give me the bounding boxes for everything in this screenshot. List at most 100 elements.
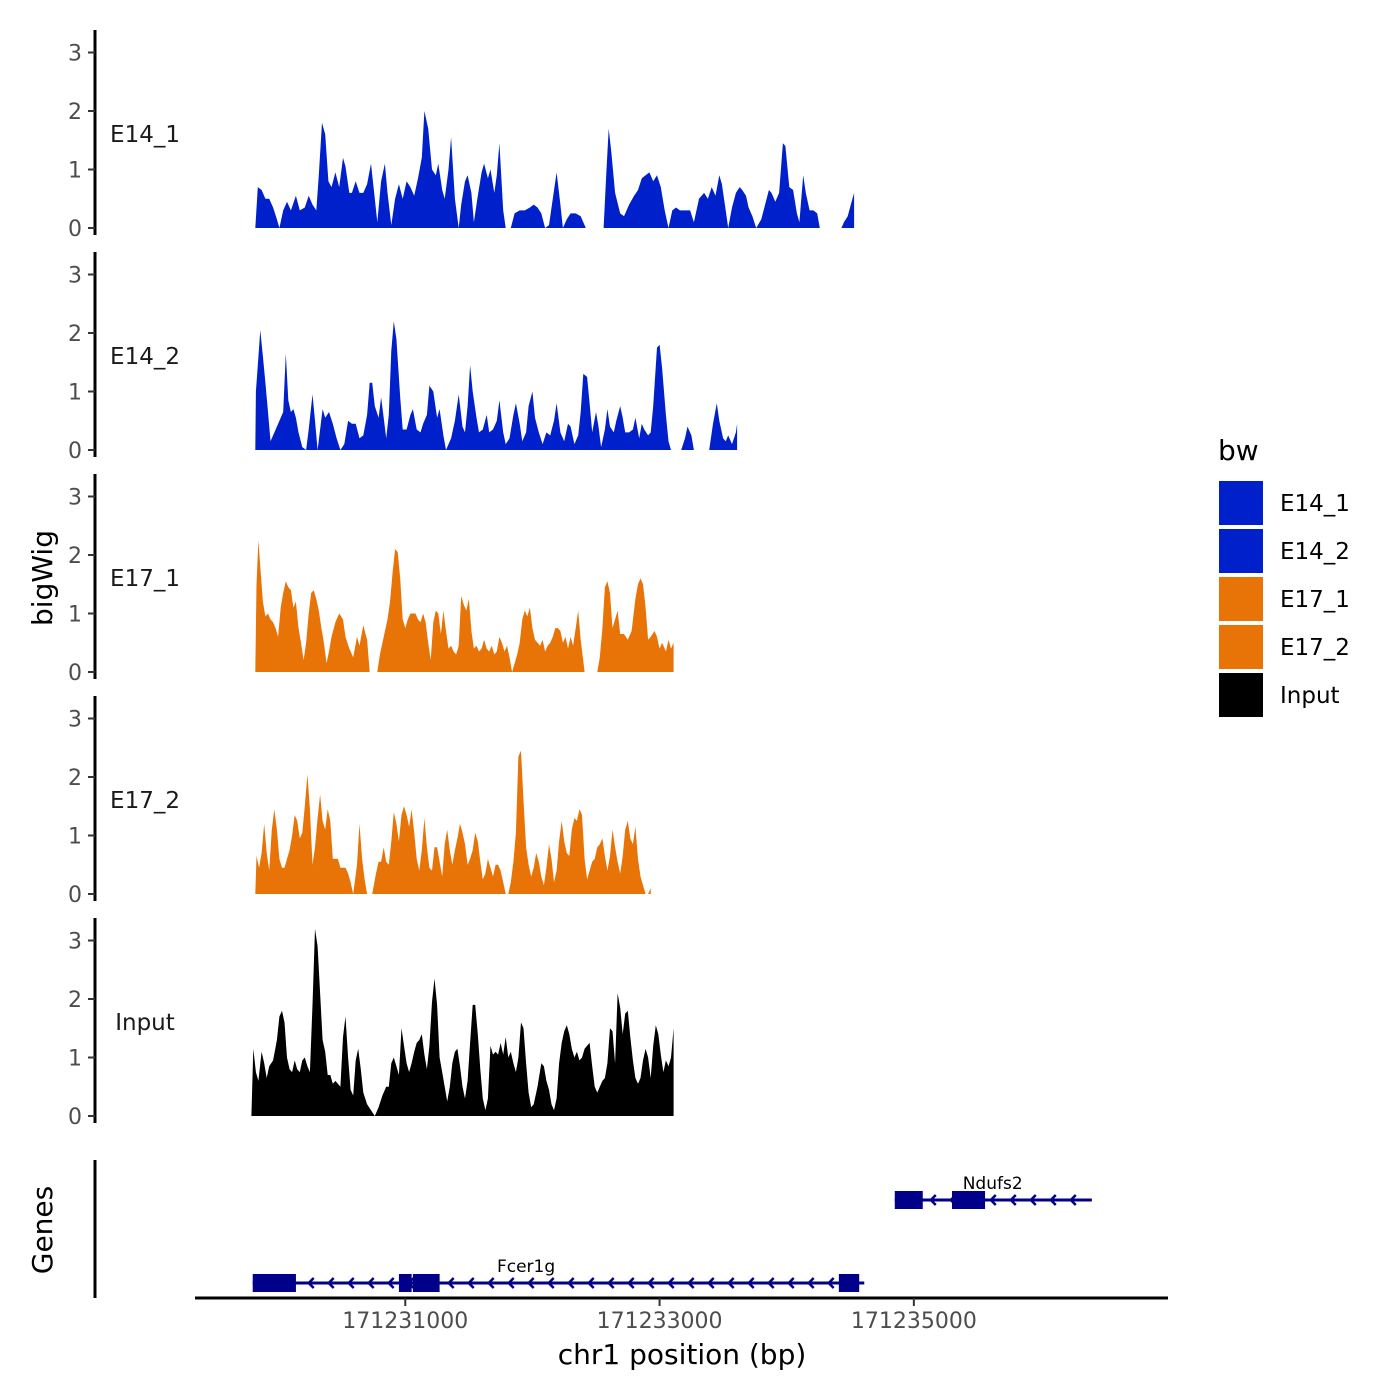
gene-exon [952, 1191, 986, 1209]
legend-label: Input [1280, 683, 1340, 709]
coverage-area [372, 806, 506, 894]
y-tick-label: 0 [68, 661, 82, 686]
coverage-tracks: 0 1 2 3 E14_1 0 1 2 3 E14_2 0 1 2 3 E17_1 0 1 2 3 E17_2 0 1 2 3… [68, 30, 855, 1130]
coverage-area [510, 204, 546, 228]
coverage-area [255, 187, 280, 228]
x-tick-label: 171231000 [342, 1309, 468, 1334]
coverage-area [317, 409, 341, 450]
coverage-area [681, 426, 694, 450]
strand-arrow-icon [1029, 1194, 1037, 1206]
y-tick-label: 3 [68, 264, 82, 289]
track-label: Input [115, 1010, 175, 1036]
coverage-area [279, 111, 459, 228]
track-panel-e17_1: 0 1 2 3 E17_1 [68, 474, 674, 686]
strand-arrow-icon [746, 1277, 755, 1289]
strand-arrow-icon [546, 1277, 555, 1289]
y-tick-label: 2 [68, 766, 82, 791]
y-tick-label: 0 [68, 439, 82, 464]
y-tick-label: 1 [68, 381, 82, 406]
y-tick-label: 1 [68, 603, 82, 628]
y-tick-label: 1 [68, 825, 82, 850]
coverage-area [728, 187, 757, 228]
y-axis-title: bigWig [26, 530, 59, 626]
track-panel-input: 0 1 2 3 Input [68, 918, 674, 1130]
coverage-area [377, 549, 513, 672]
legend-label: E17_2 [1280, 635, 1350, 661]
coverage-area [353, 823, 368, 894]
strand-arrow-icon [786, 1277, 795, 1289]
legend-label: E17_1 [1280, 587, 1350, 613]
x-axis-title: chr1 position (bp) [558, 1338, 807, 1371]
legend-swatch [1217, 479, 1265, 527]
track-panel-e14_2: 0 1 2 3 E14_2 [68, 252, 738, 464]
coverage-area [512, 607, 585, 672]
strand-arrow-icon [826, 1277, 835, 1289]
strand-arrow-icon [446, 1277, 455, 1289]
coverage-area [340, 321, 446, 450]
coverage-area [255, 330, 307, 450]
coverage-area [709, 403, 738, 450]
y-tick-label: 0 [68, 883, 82, 908]
track-label: E14_2 [110, 344, 180, 370]
coverage-area [545, 172, 563, 228]
legend-swatch [1217, 527, 1265, 575]
legend-label: E14_2 [1280, 539, 1350, 565]
y-tick-label: 2 [68, 100, 82, 125]
coverage-area [251, 928, 375, 1116]
strand-arrow-icon [346, 1277, 355, 1289]
coverage-area [255, 774, 354, 894]
legend-swatch [1217, 575, 1265, 623]
gene-ndufs2: Ndufs2 [894, 1174, 1092, 1209]
track-label: E17_2 [110, 788, 180, 814]
track-label: E14_1 [110, 122, 180, 148]
strand-arrow-icon [666, 1277, 675, 1289]
strand-arrow-icon [306, 1277, 315, 1289]
coverage-area [508, 750, 646, 894]
track-panel-e14_1: 0 1 2 3 E14_1 [68, 30, 855, 242]
gene-label: Fcer1g [497, 1257, 555, 1277]
y-tick-label: 3 [68, 486, 82, 511]
strand-arrow-icon [929, 1194, 937, 1206]
gene-fcer1g: Fcer1g [252, 1257, 865, 1292]
strand-arrow-icon [326, 1277, 335, 1289]
legend-title: bw [1218, 434, 1259, 467]
legend-label: E14_1 [1280, 491, 1350, 517]
y-tick-label: 0 [68, 217, 82, 242]
coverage-area [306, 394, 318, 450]
legend: bw E14_1 E14_2 E17_1 E17_2 Input [1217, 434, 1350, 719]
strand-arrow-icon [706, 1277, 715, 1289]
y-tick-label: 3 [68, 708, 82, 733]
legend-swatch [1217, 671, 1265, 719]
strand-arrow-icon [586, 1277, 595, 1289]
strand-arrow-icon [566, 1277, 575, 1289]
x-tick-label: 171235000 [851, 1309, 977, 1334]
y-tick-label: 2 [68, 322, 82, 347]
track-panel-e17_2: 0 1 2 3 E17_2 [68, 696, 651, 908]
strand-arrow-icon [366, 1277, 375, 1289]
strand-arrow-icon [1049, 1194, 1057, 1206]
strand-arrow-icon [766, 1277, 775, 1289]
strand-arrow-icon [726, 1277, 735, 1289]
strand-arrow-icon [466, 1277, 475, 1289]
strand-arrow-icon [686, 1277, 695, 1289]
strand-arrow-icon [606, 1277, 615, 1289]
track-label: E17_1 [110, 566, 180, 592]
coverage-area [446, 344, 671, 450]
x-tick-label: 171233000 [597, 1309, 723, 1334]
y-tick-label: 0 [68, 1105, 82, 1130]
gene-annotation-track: Fcer1g Ndufs2 [93, 1160, 1092, 1298]
legend-swatch [1217, 623, 1265, 671]
coverage-area [458, 143, 506, 228]
strand-arrow-icon [646, 1277, 655, 1289]
strand-arrow-icon [486, 1277, 495, 1289]
strand-arrow-icon [1069, 1194, 1077, 1206]
coverage-area [648, 888, 651, 894]
y-tick-label: 1 [68, 1047, 82, 1072]
gene-exon [412, 1274, 440, 1292]
coverage-area [603, 128, 669, 228]
strand-arrow-icon [526, 1277, 535, 1289]
genes-axis-title: Genes [26, 1186, 59, 1274]
y-tick-label: 1 [68, 159, 82, 184]
strand-arrow-icon [989, 1194, 997, 1206]
